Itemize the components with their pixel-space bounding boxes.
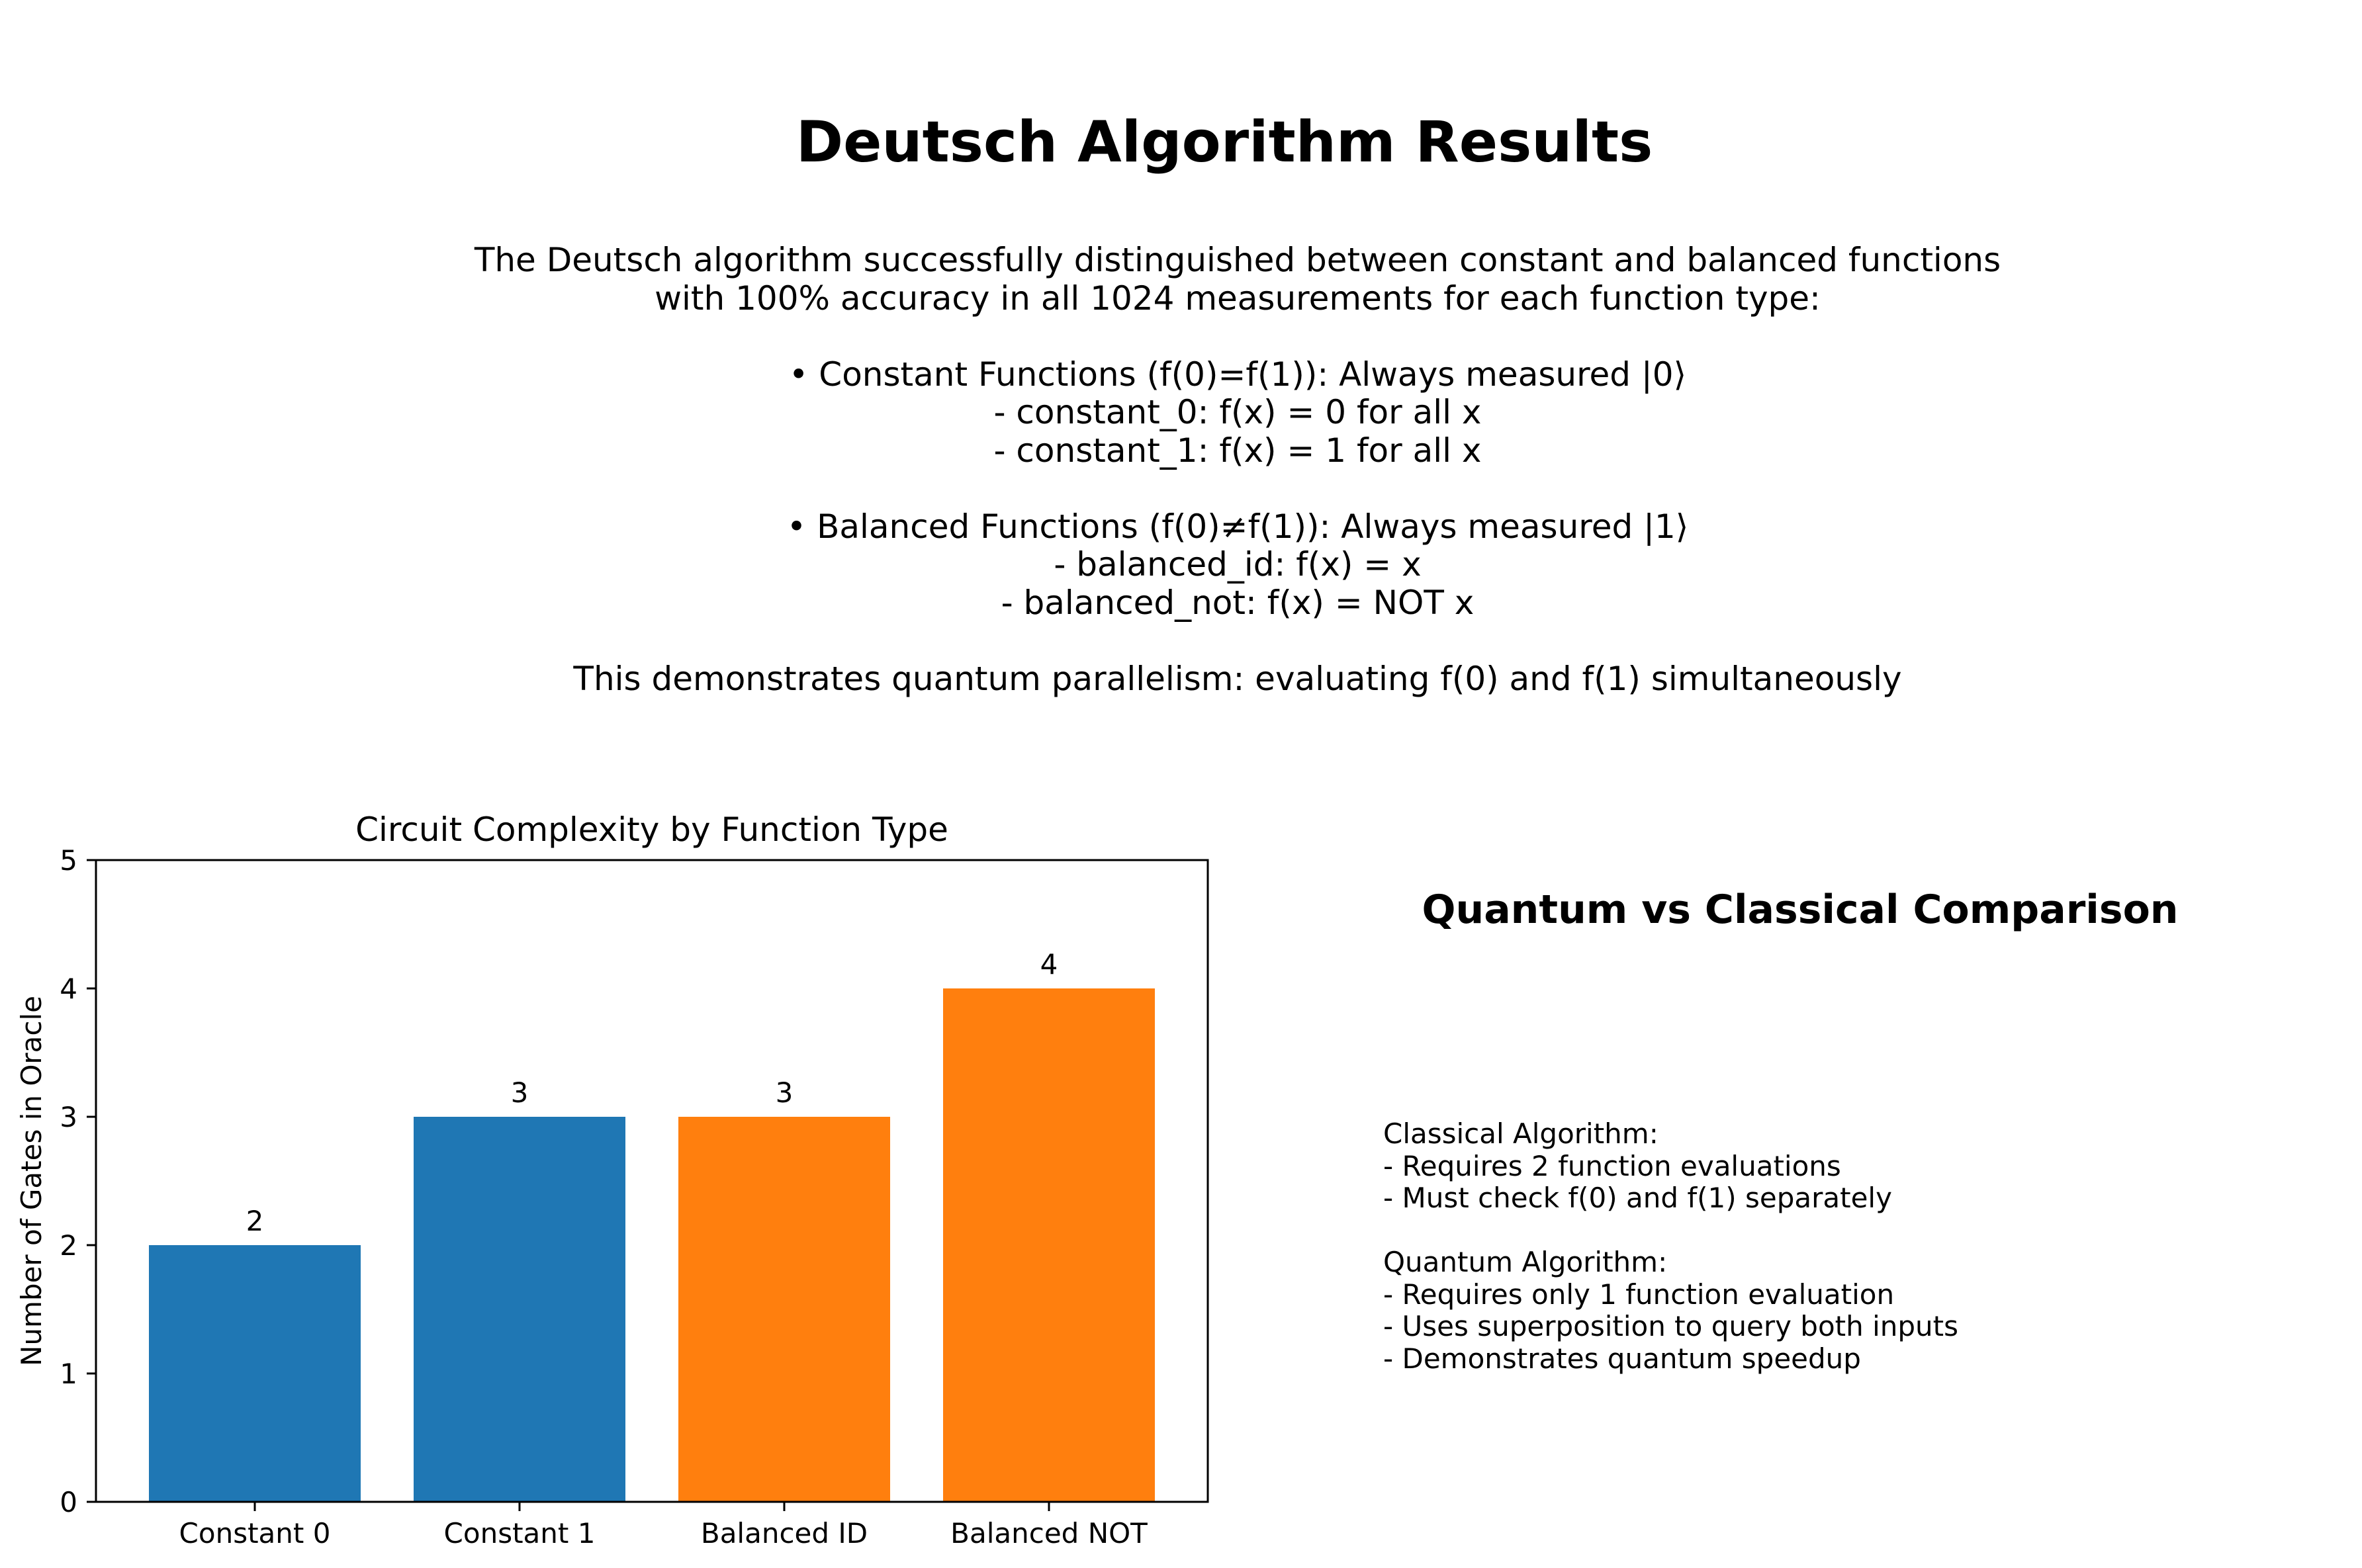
classical-item: - Requires 2 function evaluations (1383, 1149, 1841, 1182)
summary-intro-line-1: The Deutsch algorithm successfully disti… (474, 241, 2001, 279)
classical-header: Classical Algorithm: (1383, 1117, 1658, 1150)
x-tick-label: Constant 1 (444, 1517, 596, 1548)
comparison-text: Classical Algorithm: - Requires 2 functi… (1383, 1117, 1958, 1375)
quantum-item: - Demonstrates quantum speedup (1383, 1342, 1861, 1375)
results-summary: The Deutsch algorithm successfully disti… (0, 241, 2362, 698)
plot-frame (95, 859, 1209, 1503)
circuit-complexity-chart: 2 3 3 4 0 1 2 3 4 5 Constant 0 Constant 1 Balanced… (15, 847, 1209, 1548)
y-tick-label: 4 (60, 973, 77, 1005)
balanced-functions-header: • Balanced Functions (f(0)≠f(1)): Always… (786, 507, 1689, 546)
quantum-item: - Uses superposition to query both input… (1383, 1310, 1958, 1342)
balanced-id-item: - balanced_id: f(x) = x (1054, 545, 1422, 584)
chart-title: Circuit Complexity by Function Type (355, 810, 948, 849)
bar (678, 1117, 890, 1502)
bar (943, 988, 1155, 1502)
y-axis-label: Number of Gates in Oracle (15, 996, 48, 1366)
summary-conclusion: This demonstrates quantum parallelism: e… (573, 659, 1902, 698)
bar-value-label: 3 (511, 1076, 529, 1109)
x-tick-label: Constant 0 (179, 1517, 331, 1548)
y-tick-label: 1 (60, 1358, 77, 1390)
constant-1-item: - constant_1: f(x) = 1 for all x (993, 431, 1482, 470)
classical-item: - Must check f(0) and f(1) separately (1383, 1182, 1892, 1214)
y-tick-label: 0 (60, 1486, 77, 1518)
quantum-item: - Requires only 1 function evaluation (1383, 1278, 1895, 1311)
y-tick-label: 2 (60, 1229, 77, 1262)
bar (414, 1117, 625, 1502)
constant-functions-header: • Constant Functions (f(0)=f(1)): Always… (788, 355, 1687, 394)
summary-intro-line-2: with 100% accuracy in all 1024 measureme… (655, 279, 1821, 318)
page-title: Deutsch Algorithm Results (795, 109, 1653, 175)
bar-value-label: 4 (1040, 948, 1058, 980)
x-tick-label: Balanced ID (701, 1517, 868, 1548)
x-tick-label: Balanced NOT (950, 1517, 1148, 1548)
y-tick-label: 5 (60, 847, 77, 877)
bar-value-label: 2 (246, 1205, 264, 1237)
balanced-not-item: - balanced_not: f(x) = NOT x (1001, 583, 1475, 622)
constant-0-item: - constant_0: f(x) = 0 for all x (993, 393, 1482, 431)
comparison-title: Quantum vs Classical Comparison (1422, 887, 2179, 933)
quantum-header: Quantum Algorithm: (1383, 1246, 1668, 1278)
y-tick-label: 3 (60, 1101, 77, 1133)
bar-value-label: 3 (776, 1076, 794, 1109)
bar (149, 1245, 361, 1502)
